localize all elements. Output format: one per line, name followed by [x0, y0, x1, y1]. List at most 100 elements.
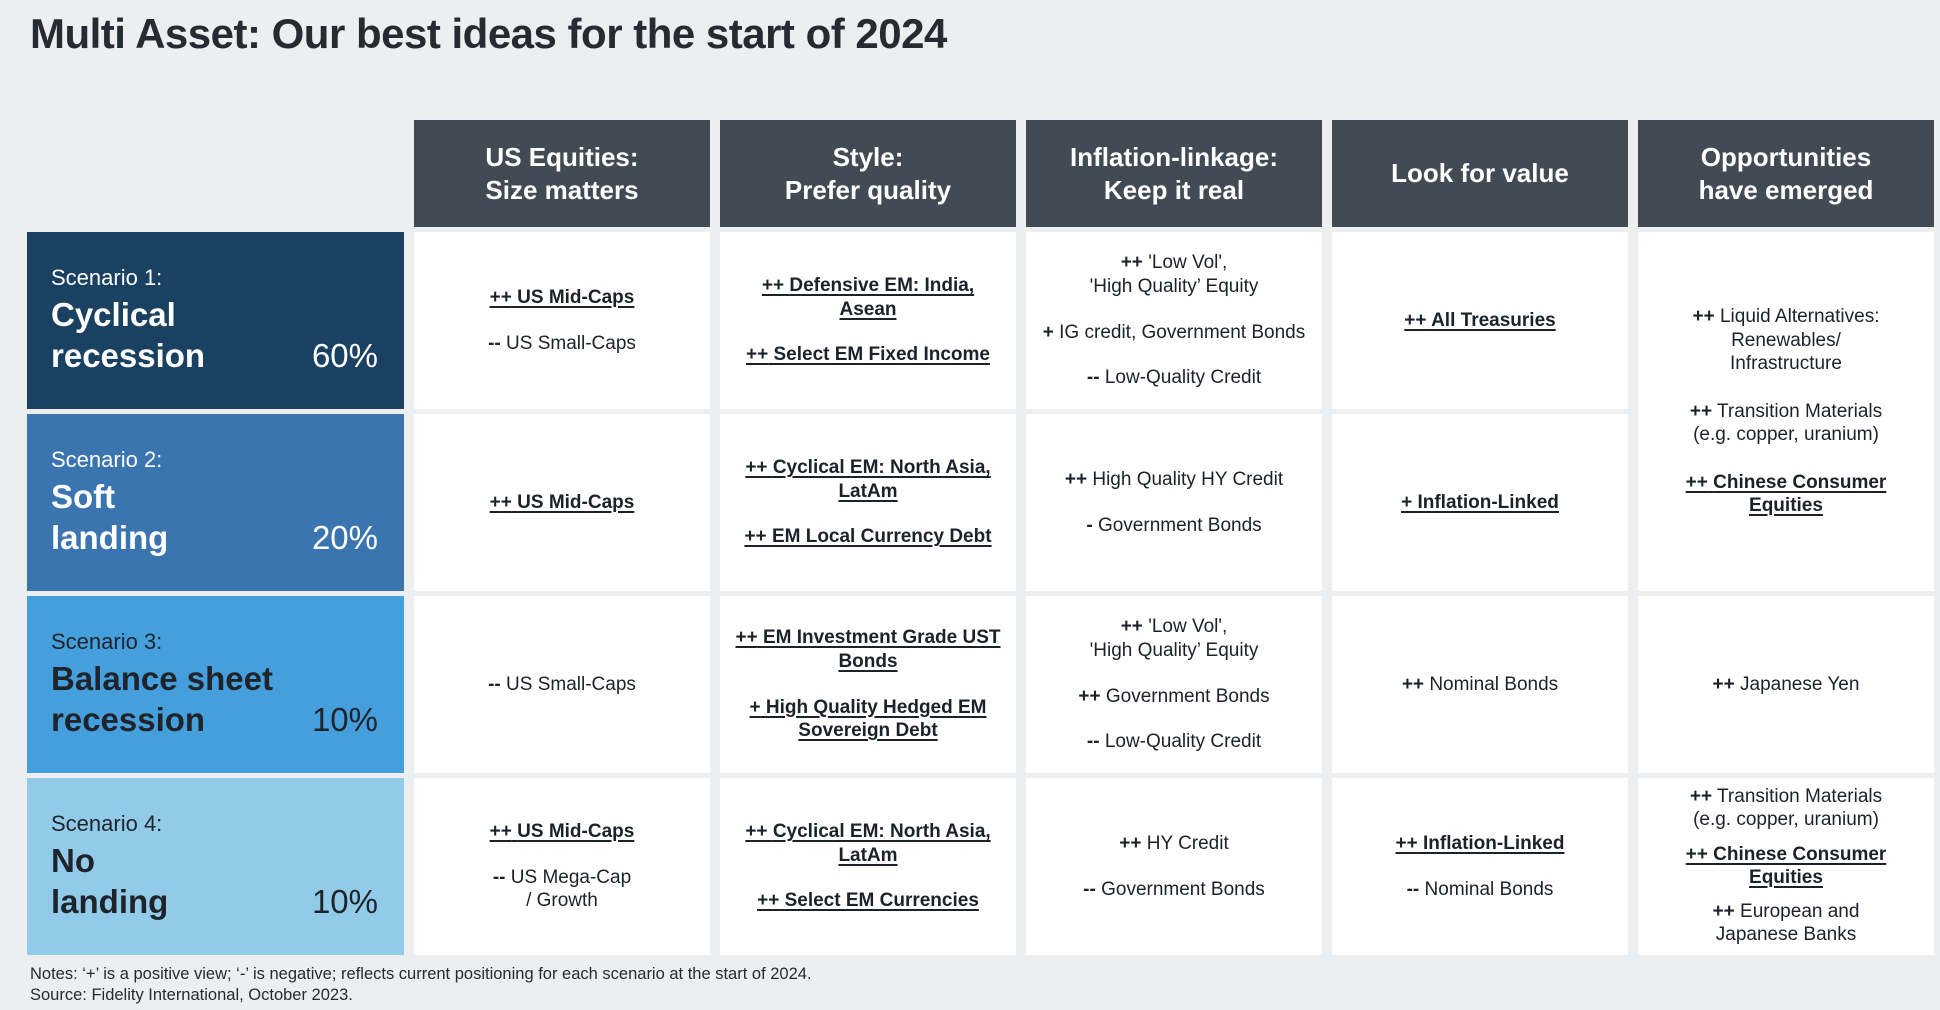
cell-r2-inflation-linkage: ++ High Quality HY Credit - Government B… — [1026, 414, 1322, 591]
cell-item: ++ 'Low Vol', 'High Quality’ Equity — [1090, 251, 1259, 298]
view-marker: ++ — [1404, 309, 1427, 331]
cell-item-label: Nominal Bonds — [1424, 878, 1554, 900]
cell-item-label: High Quality Hedged EM Sovereign Debt — [765, 696, 987, 742]
cell-r3-style: ++ EM Investment Grade UST Bonds + High … — [720, 596, 1016, 773]
cell-r4-style: ++ Cyclical EM: North Asia, LatAm ++ Sel… — [720, 778, 1016, 955]
cell-item: ++ 'Low Vol', 'High Quality’ Equity — [1090, 615, 1259, 662]
cell-item-label: Defensive EM: India, Asean — [789, 275, 975, 320]
view-marker: ++ — [1120, 252, 1143, 274]
scenario-probability: 10% — [311, 700, 378, 738]
scenario-name: Cyclical recession — [51, 296, 206, 374]
view-marker: ++ — [745, 457, 768, 479]
cell-r1-look-for-value: ++ All Treasuries — [1332, 232, 1628, 409]
cell-item-label: Inflation-Linked — [1417, 491, 1559, 513]
cell-item-label: US Mid-Caps — [517, 491, 635, 513]
cell-item-label: 'Low Vol', 'High Quality’ Equity — [1089, 616, 1259, 661]
scenario-name: No landing — [51, 842, 169, 920]
cell-item: ++ European and Japanese Banks — [1713, 901, 1860, 947]
view-marker: -- — [488, 673, 501, 695]
cell-r4-us-equities: ++ US Mid-Caps -- US Mega-Cap / Growth — [414, 778, 710, 955]
view-marker: ++ — [489, 821, 512, 843]
cell-item: ++ EM Investment Grade UST Bonds — [735, 626, 1000, 673]
cell-item: - Government Bonds — [1086, 514, 1261, 538]
cell-item-label: Inflation-Linked — [1423, 832, 1565, 854]
scenario-label: Scenario 1: — [51, 265, 163, 291]
cell-item-label: EM Local Currency Debt — [771, 526, 992, 548]
view-marker: -- — [1406, 878, 1420, 900]
cell-item: ++ EM Local Currency Debt — [744, 525, 991, 549]
scenario-card-balance-sheet-recession: Scenario 3: Balance sheet recession 10% — [27, 596, 404, 773]
column-header-look-for-value: Look for value — [1332, 120, 1628, 227]
view-marker: ++ — [746, 344, 769, 366]
view-marker: ++ — [744, 526, 767, 548]
view-marker: ++ — [1689, 786, 1713, 808]
cell-item: -- Low-Quality Credit — [1087, 366, 1261, 390]
cell-item-label: Select EM Currencies — [784, 890, 979, 912]
cell-r3-opportunities: ++ Japanese Yen — [1638, 596, 1934, 773]
view-marker: ++ — [489, 491, 512, 513]
cell-item: ++ Nominal Bonds — [1402, 673, 1558, 697]
cell-item: ++ Transition Materials (e.g. copper, ur… — [1690, 786, 1882, 832]
cell-item: -- Nominal Bonds — [1407, 878, 1554, 902]
cell-item-label: European and Japanese Banks — [1715, 901, 1860, 946]
cell-item: ++ US Mid-Caps — [490, 286, 635, 310]
cell-item-label: Liquid Alternatives: Renewables/ Infrast… — [1719, 306, 1880, 375]
cell-item-label: Select EM Fixed Income — [773, 344, 990, 366]
view-marker: ++ — [1119, 832, 1142, 854]
cell-item: ++ Japanese Yen — [1713, 673, 1860, 697]
scenario-probability: 10% — [311, 882, 378, 920]
cell-item-label: Japanese Yen — [1740, 673, 1860, 695]
cell-item: ++ Select EM Fixed Income — [746, 343, 990, 367]
cell-item: ++ Liquid Alternatives: Renewables/ Infr… — [1693, 305, 1880, 376]
cell-r1-inflation-linkage: ++ 'Low Vol', 'High Quality’ Equity + IG… — [1026, 232, 1322, 409]
cell-r3-inflation-linkage: ++ 'Low Vol', 'High Quality’ Equity ++ G… — [1026, 596, 1322, 773]
view-marker: ++ — [1120, 616, 1143, 638]
cell-item: ++ Inflation-Linked — [1396, 832, 1565, 856]
view-marker: ++ — [1712, 901, 1735, 923]
cell-r3-look-for-value: ++ Nominal Bonds — [1332, 596, 1628, 773]
cell-item: ++ Chinese Consumer Equities — [1686, 471, 1887, 518]
cell-item: + IG credit, Government Bonds — [1043, 321, 1305, 345]
cell-item: -- Government Bonds — [1083, 878, 1265, 902]
view-marker: ++ — [745, 821, 768, 843]
cell-item-label: Government Bonds — [1097, 514, 1262, 536]
column-header-opportunities: Opportunities have emerged — [1638, 120, 1934, 227]
column-header-style: Style: Prefer quality — [720, 120, 1016, 227]
view-marker: ++ — [489, 286, 512, 308]
view-marker: ++ — [1078, 685, 1101, 707]
cell-item: ++ Cyclical EM: North Asia, LatAm — [745, 456, 990, 503]
cell-r4-look-for-value: ++ Inflation-Linked -- Nominal Bonds — [1332, 778, 1628, 955]
view-marker: + — [1401, 491, 1413, 513]
cell-r2-us-equities: ++ US Mid-Caps — [414, 414, 710, 591]
cell-item: ++ Chinese Consumer Equities — [1686, 844, 1887, 890]
cell-item-label: Low-Quality Credit — [1104, 731, 1262, 753]
notes-line: Notes: ‘+’ is a positive view; ‘-’ is ne… — [30, 965, 812, 983]
scenario-table: US Equities: Size matters Style: Prefer … — [27, 120, 1934, 955]
cell-item: ++ Defensive EM: India, Asean — [762, 274, 974, 321]
cell-item-label: US Mid-Caps — [517, 821, 635, 843]
cell-r1r2-opportunities: ++ Liquid Alternatives: Renewables/ Infr… — [1638, 232, 1934, 591]
cell-item-label: Transition Materials (e.g. copper, urani… — [1693, 400, 1883, 446]
view-marker: + — [749, 696, 761, 718]
view-marker: ++ — [1401, 673, 1425, 695]
scenario-label: Scenario 3: — [51, 629, 163, 655]
scenario-card-cyclical-recession: Scenario 1: Cyclical recession 60% — [27, 232, 404, 409]
cell-item-label: All Treasuries — [1431, 309, 1556, 331]
scenario-name: Soft landing — [51, 478, 169, 556]
scenario-name: Balance sheet recession — [51, 660, 273, 738]
cell-item-label: US Small-Caps — [506, 332, 636, 354]
cell-item-label: Chinese Consumer Equities — [1713, 843, 1887, 888]
cell-item: ++ HY Credit — [1119, 832, 1229, 856]
view-marker: -- — [1086, 731, 1100, 753]
scenario-card-no-landing: Scenario 4: No landing 10% — [27, 778, 404, 955]
cell-item-label: US Mid-Caps — [517, 286, 635, 308]
cell-item-label: Low-Quality Credit — [1104, 367, 1262, 389]
column-header-inflation-linkage: Inflation-linkage: Keep it real — [1026, 120, 1322, 227]
cell-item: -- US Small-Caps — [488, 332, 636, 356]
cell-item: ++ Government Bonds — [1078, 685, 1269, 709]
cell-item-label: Transition Materials (e.g. copper, urani… — [1693, 786, 1883, 830]
scenario-label: Scenario 4: — [51, 811, 163, 837]
cell-item-label: Chinese Consumer Equities — [1713, 471, 1887, 517]
cell-item: -- US Mega-Cap / Growth — [493, 866, 631, 913]
cell-item: ++ US Mid-Caps — [490, 491, 635, 515]
